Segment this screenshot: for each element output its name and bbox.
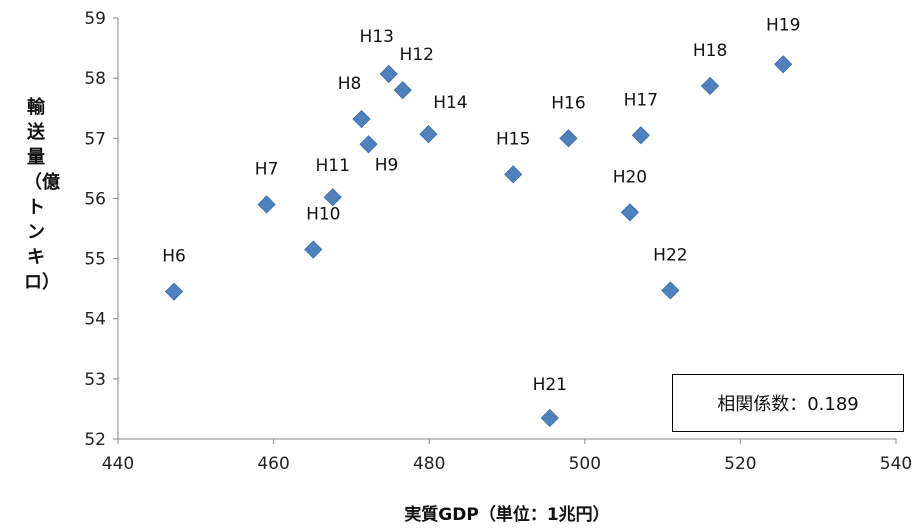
y-tick-label: 54 <box>84 310 106 330</box>
point-label-h14: H14 <box>433 93 467 113</box>
point-label-h6: H6 <box>162 247 186 267</box>
x-tick-label: 440 <box>102 454 134 474</box>
point-label-h17: H17 <box>624 90 658 110</box>
x-tick-label: 540 <box>880 454 912 474</box>
x-tick-label: 500 <box>569 454 601 474</box>
data-point-h20 <box>620 203 639 222</box>
point-label-h18: H18 <box>693 41 727 61</box>
point-label-h21: H21 <box>533 375 567 395</box>
data-point-h11 <box>323 188 342 207</box>
y-axis-title: 輸送量（億トンキロ） <box>24 97 60 293</box>
point-label-h12: H12 <box>400 45 434 65</box>
x-axis-title: 実質GDP（単位：1兆円） <box>404 504 609 525</box>
y-tick-label: 53 <box>84 370 106 390</box>
point-label-h7: H7 <box>255 159 279 179</box>
point-label-h9: H9 <box>375 155 399 175</box>
y-tick-label: 59 <box>84 9 106 29</box>
data-point-h21 <box>540 408 559 428</box>
data-point-h13 <box>379 64 398 83</box>
data-point-h16 <box>559 129 578 148</box>
y-tick-label: 55 <box>84 250 106 270</box>
correlation-annotation: 相関係数：0.189 <box>672 374 904 432</box>
data-point-h19 <box>774 55 793 74</box>
point-label-h13: H13 <box>360 27 394 47</box>
point-label-h8: H8 <box>338 74 362 94</box>
x-tick-label: 460 <box>257 454 289 474</box>
data-point-h10 <box>304 240 323 259</box>
data-point-h6 <box>164 282 184 301</box>
data-point-h8 <box>352 109 371 129</box>
point-label-h15: H15 <box>496 129 530 149</box>
y-tick-label: 57 <box>84 129 106 149</box>
point-label-h16: H16 <box>551 93 585 113</box>
x-tick-label: 520 <box>724 454 756 474</box>
data-point-h15 <box>504 165 523 184</box>
data-point-h17 <box>631 126 650 145</box>
point-label-h22: H22 <box>653 245 687 265</box>
data-point-h14 <box>419 125 438 144</box>
point-label-h19: H19 <box>766 15 800 35</box>
data-point-h12 <box>393 81 412 100</box>
point-label-h10: H10 <box>306 205 340 225</box>
data-point-h18 <box>700 76 720 96</box>
data-point-h7 <box>257 195 276 214</box>
data-point-h22 <box>661 281 680 300</box>
x-tick-label: 480 <box>413 454 445 474</box>
point-label-h11: H11 <box>316 156 350 176</box>
y-tick-label: 58 <box>84 69 106 89</box>
point-label-h20: H20 <box>613 167 647 187</box>
y-tick-label: 56 <box>84 189 106 209</box>
data-point-h9 <box>359 135 378 154</box>
y-tick-label: 52 <box>84 430 106 450</box>
